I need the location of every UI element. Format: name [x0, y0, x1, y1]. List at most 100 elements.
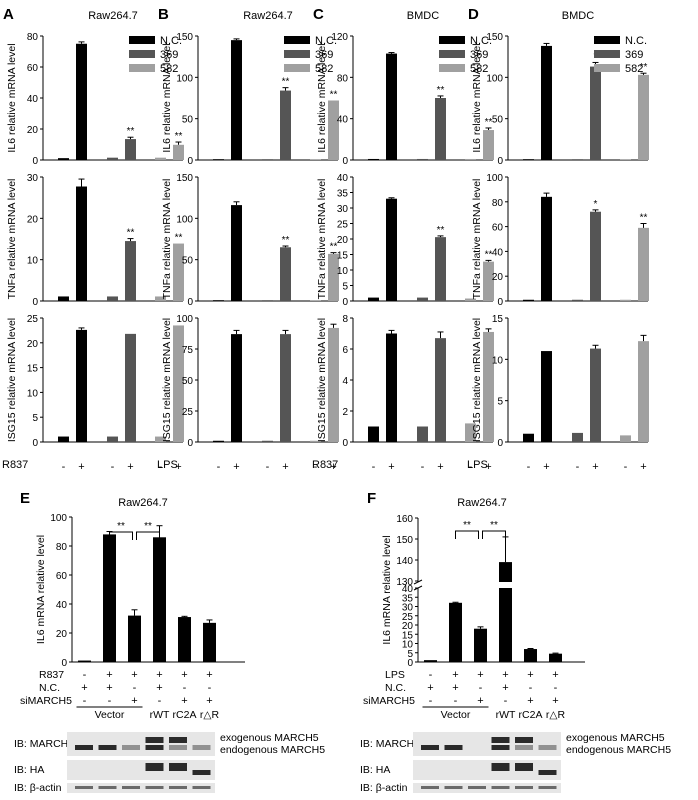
y-tick-label: 50: [182, 115, 194, 126]
treatment-sign: -: [208, 682, 212, 694]
bar: [523, 299, 534, 301]
y-tick-label: 10: [27, 256, 39, 267]
y-tick-label: 20: [56, 629, 68, 640]
y-tick-label: 80: [27, 32, 39, 43]
group-label: rC2A: [519, 709, 543, 721]
y-axis-label: ISG15 relative mRNA level: [161, 318, 173, 442]
y-tick-label: 2: [342, 407, 348, 418]
blot-background: [413, 783, 561, 793]
stimulus-label: LPS: [157, 459, 178, 471]
y-tick-label: 100: [486, 173, 503, 184]
significance-label: **: [485, 249, 493, 260]
treatment-sign: +: [106, 669, 112, 681]
treatment-sign: +: [502, 682, 508, 694]
legend-label: 369: [315, 49, 333, 61]
group-label: r△R: [546, 709, 566, 721]
y-tick-label: 150: [176, 173, 193, 184]
bar: [155, 296, 166, 301]
panel-cell-label: Raw264.7: [88, 10, 138, 22]
legend-swatch: [594, 64, 620, 72]
bar: [572, 299, 583, 301]
panel-letter: C: [313, 6, 324, 23]
bar: [435, 237, 446, 301]
y-tick-label: 10: [27, 388, 39, 399]
panel-cell-label: BMDC: [407, 10, 439, 22]
bar: [541, 351, 552, 442]
bar: [153, 537, 166, 662]
y-tick-label: 40: [337, 115, 349, 126]
stimulus-label: LPS: [467, 459, 488, 471]
legend-swatch: [284, 50, 310, 58]
y-tick-label: 100: [176, 214, 193, 225]
y-tick-label: 40: [27, 94, 39, 105]
treatment-sign: +: [156, 682, 162, 694]
y-tick-label: 20: [27, 214, 39, 225]
bar: [262, 300, 273, 301]
blot-band: [538, 745, 557, 750]
y-tick-label: 60: [492, 223, 504, 234]
y-tick-label: 5: [497, 397, 503, 408]
bar: [368, 158, 379, 160]
blot-band: [169, 763, 187, 771]
y-tick-label: 15: [337, 251, 349, 262]
simarch5-label: siMARCH5: [363, 695, 415, 707]
y-axis-label: TNFa relative mRNA level: [316, 179, 328, 300]
bar: [572, 432, 583, 442]
blot-band: [538, 770, 557, 775]
group-label: rWT: [150, 709, 170, 721]
significance-label: **: [437, 85, 445, 96]
legend-label: 369: [625, 49, 643, 61]
y-tick-label: 80: [56, 542, 68, 553]
y-axis-label: IL6 relative mRNA level: [161, 43, 173, 152]
legend-swatch: [439, 50, 465, 58]
stimulus-sign: +: [640, 461, 646, 473]
y-tick-label: 8: [342, 314, 348, 325]
y-tick-label: 150: [176, 32, 193, 43]
legend-label: 369: [160, 49, 178, 61]
bar: [328, 100, 339, 160]
legend-swatch: [129, 50, 155, 58]
blot-band: [192, 770, 211, 775]
legend-swatch: [439, 64, 465, 72]
y-tick-label: 0: [187, 297, 193, 308]
treatment-sign: +: [131, 669, 137, 681]
bar: [541, 196, 552, 301]
y-tick-label: 35: [402, 593, 414, 604]
y-tick-label: 0: [342, 156, 348, 167]
bar: [590, 211, 601, 301]
bar: [523, 159, 534, 160]
gel-annotation: endogenous MARCH5: [566, 744, 671, 756]
stimulus-sign: +: [592, 461, 598, 473]
significance-label: *: [594, 199, 598, 210]
y-tick-label: 50: [492, 115, 504, 126]
stimulus-sign: +: [233, 461, 239, 473]
blot-background: [67, 732, 215, 756]
bar: [499, 588, 512, 662]
significance-bracket: [482, 530, 506, 539]
blot-band: [538, 786, 557, 789]
bar: [620, 435, 631, 442]
panel-letter: F: [367, 490, 376, 507]
bar: [125, 139, 136, 160]
treatment-sign: -: [158, 695, 162, 707]
ib-label: IB: β-actin: [360, 782, 408, 794]
ib-label: IB: β-actin: [14, 782, 62, 794]
treatment-sign: +: [452, 682, 458, 694]
bar: [231, 40, 242, 161]
y-tick-label: 80: [337, 73, 349, 84]
bar: [449, 602, 462, 662]
panel-letter: A: [3, 6, 14, 23]
y-tick-label: 15: [402, 630, 414, 641]
y-tick-label: 10: [402, 640, 414, 651]
bar: [465, 158, 476, 160]
y-tick-label: 4: [342, 376, 348, 387]
y-tick-label: 0: [407, 658, 413, 669]
bar: [280, 90, 291, 160]
y-tick-label: 0: [497, 156, 503, 167]
bar: [368, 297, 379, 301]
bar: [78, 660, 91, 662]
legend-label: N.C.: [315, 35, 337, 47]
significance-label: **: [117, 521, 125, 532]
treatment-sign: +: [81, 682, 87, 694]
treatment-sign: +: [527, 669, 533, 681]
